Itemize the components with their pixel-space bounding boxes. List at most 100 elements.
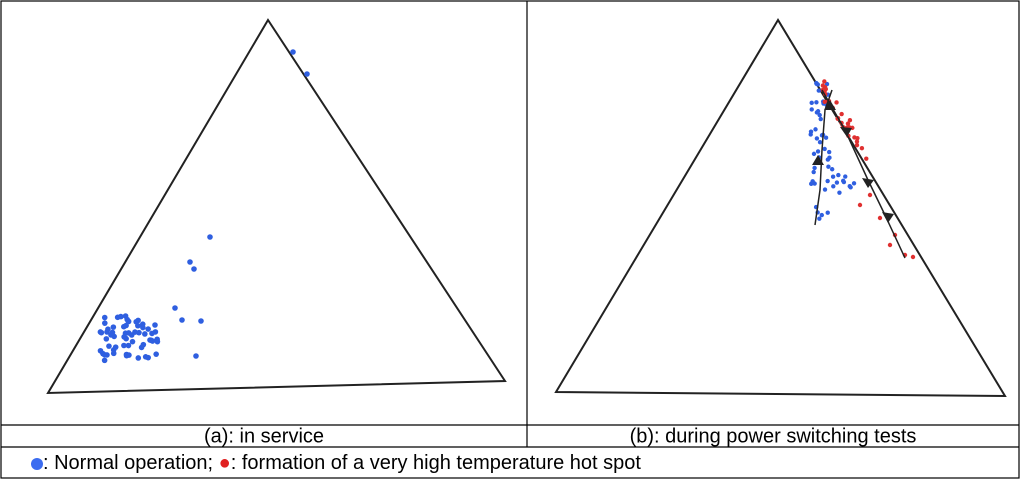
dot <box>154 338 161 345</box>
dot <box>145 326 151 332</box>
dot <box>817 112 822 118</box>
dot <box>837 190 842 195</box>
dot <box>135 355 142 361</box>
dot <box>207 234 213 240</box>
dot <box>852 135 857 140</box>
dot <box>813 127 818 132</box>
trajectory-arrows <box>814 89 906 259</box>
caption-a: (a): in service <box>204 425 324 447</box>
dot <box>138 344 145 351</box>
dot <box>112 344 119 350</box>
dot <box>109 329 116 336</box>
dot <box>822 99 827 105</box>
dot <box>140 324 146 331</box>
dot <box>811 151 817 157</box>
dot <box>854 139 860 144</box>
dot <box>815 82 821 87</box>
dot <box>105 326 111 333</box>
dot <box>97 329 104 335</box>
dot <box>152 322 158 328</box>
dot <box>877 215 883 221</box>
dot <box>121 334 127 340</box>
dot <box>848 185 853 190</box>
dot <box>822 79 827 84</box>
dot <box>812 165 817 171</box>
dots <box>97 49 916 364</box>
dot <box>125 318 132 325</box>
dot <box>110 324 117 330</box>
dot <box>825 210 830 215</box>
dot <box>133 318 139 325</box>
dot <box>808 132 813 137</box>
dot <box>290 49 296 55</box>
dot <box>819 212 824 218</box>
dot <box>809 107 814 112</box>
dot <box>857 202 863 208</box>
dot <box>816 88 822 93</box>
legend-item: : formation of a very high temperature h… <box>231 452 642 474</box>
dot <box>814 100 819 105</box>
dot <box>191 266 197 272</box>
dot <box>843 174 848 179</box>
triangle-a <box>46 18 507 395</box>
dot <box>815 149 821 154</box>
dot <box>823 86 828 92</box>
dot <box>826 149 832 155</box>
dot <box>106 343 112 349</box>
dot <box>831 184 836 189</box>
dot <box>817 139 823 145</box>
dot <box>147 337 153 343</box>
dot <box>854 142 860 148</box>
dot <box>845 121 851 126</box>
dot <box>839 111 844 117</box>
dot <box>129 338 136 345</box>
dot <box>149 330 155 337</box>
dot <box>809 100 814 106</box>
dot <box>142 331 148 337</box>
dot <box>172 305 178 311</box>
caption-b: (b): during power switching tests <box>630 425 917 447</box>
dot <box>847 117 853 123</box>
dot <box>814 136 820 141</box>
dot <box>153 351 159 357</box>
dot <box>814 110 820 115</box>
dot <box>110 350 117 357</box>
dot <box>834 180 840 185</box>
dot <box>836 172 841 178</box>
dot <box>811 169 816 175</box>
dot <box>179 317 185 323</box>
dot <box>97 347 104 354</box>
dot <box>817 216 822 221</box>
dot <box>826 164 831 169</box>
arrow-heads <box>812 100 894 223</box>
dot <box>825 178 830 184</box>
dot <box>102 320 108 326</box>
dot <box>859 145 865 151</box>
legend-text: : Normal operation; ●: formation of a ve… <box>43 452 641 474</box>
legend-marker-red: ● <box>219 452 231 474</box>
dot <box>822 187 828 192</box>
dot <box>187 259 193 265</box>
dot <box>818 116 823 122</box>
dot <box>822 146 827 152</box>
dot <box>103 336 110 342</box>
dot <box>887 242 893 248</box>
dot <box>910 254 916 260</box>
dot <box>123 322 129 329</box>
dot <box>864 156 869 161</box>
dot <box>198 318 204 324</box>
dot <box>121 342 127 349</box>
dot <box>132 329 138 335</box>
dot <box>867 192 873 198</box>
dot <box>830 174 836 179</box>
dot <box>825 157 831 162</box>
dot <box>810 179 815 184</box>
triangle-b <box>554 18 1007 398</box>
dot <box>142 353 149 360</box>
dot <box>823 135 829 140</box>
dot <box>123 352 130 359</box>
dot <box>829 167 835 172</box>
